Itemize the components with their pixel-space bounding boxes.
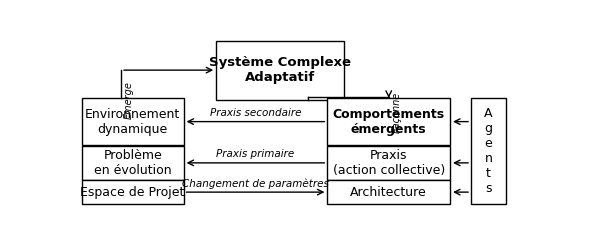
FancyBboxPatch shape [82, 180, 184, 204]
FancyBboxPatch shape [82, 98, 184, 145]
FancyBboxPatch shape [471, 98, 506, 204]
Text: Praxis
(action collective): Praxis (action collective) [332, 149, 445, 177]
Text: Environnement
dynamique: Environnement dynamique [85, 108, 181, 136]
FancyBboxPatch shape [82, 146, 184, 180]
Text: Espace de Projet: Espace de Projet [81, 186, 185, 199]
Text: Praxis primaire: Praxis primaire [216, 149, 295, 159]
Text: A
g
e
n
t
s: A g e n t s [484, 107, 493, 195]
Text: Emerge: Emerge [124, 81, 134, 119]
Text: Système Complexe
Adaptatif: Système Complexe Adaptatif [209, 56, 351, 84]
FancyBboxPatch shape [327, 180, 450, 204]
Text: Façonne: Façonne [392, 92, 402, 133]
Text: Problème
en évolution: Problème en évolution [94, 149, 172, 177]
Text: Architecture: Architecture [350, 186, 427, 199]
Text: Comportements
émergents: Comportements émergents [332, 108, 445, 136]
Text: Changement de paramètres: Changement de paramètres [182, 178, 329, 188]
FancyBboxPatch shape [216, 41, 343, 100]
FancyBboxPatch shape [327, 146, 450, 180]
Text: Praxis secondaire: Praxis secondaire [210, 108, 301, 118]
FancyBboxPatch shape [327, 98, 450, 145]
